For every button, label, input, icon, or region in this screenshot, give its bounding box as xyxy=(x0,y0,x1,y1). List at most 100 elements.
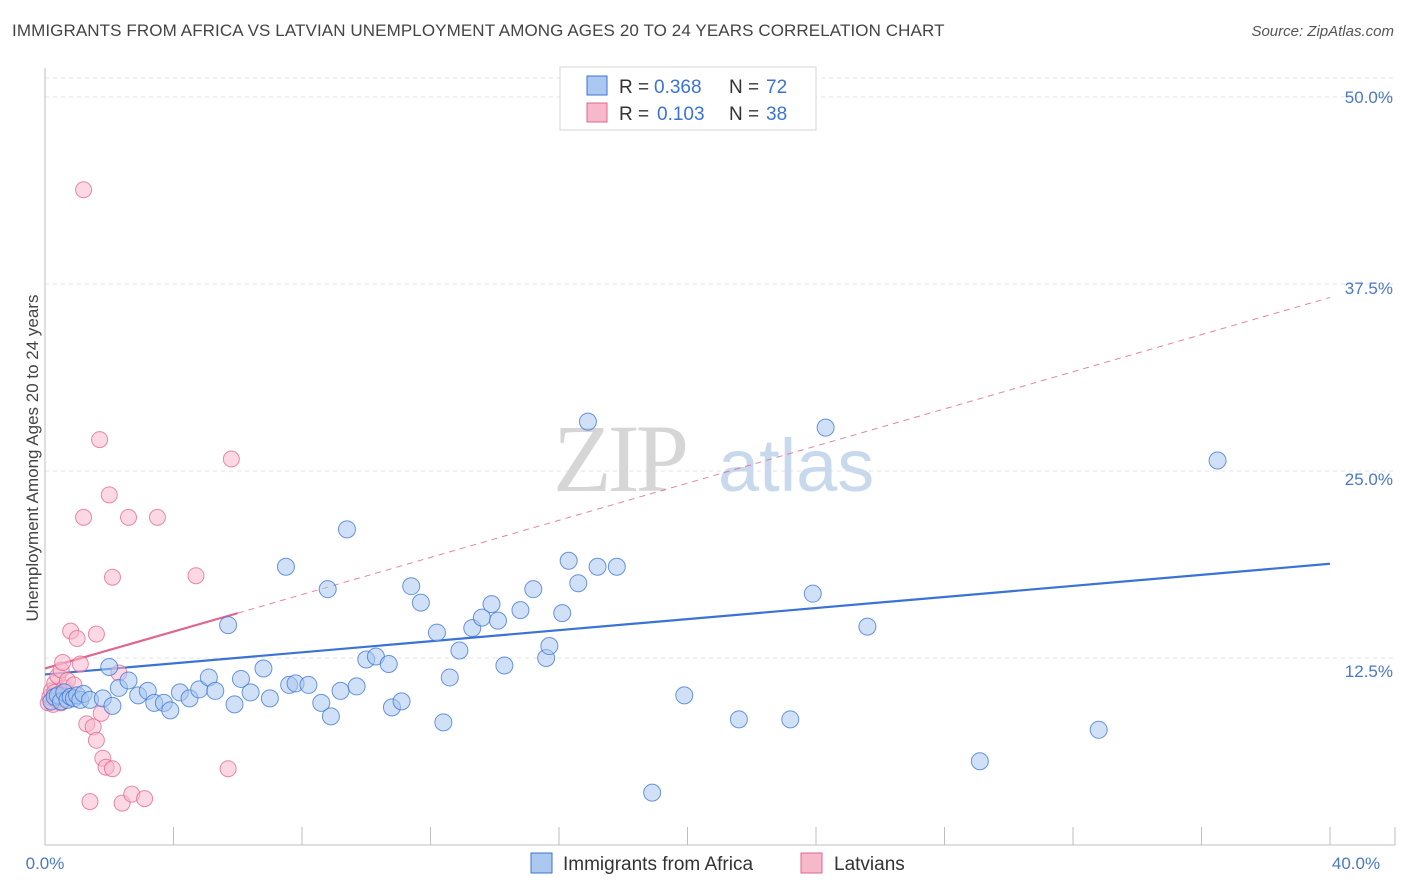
y-tick-label-37-5: 37.5% xyxy=(1345,279,1393,298)
data-point-blue xyxy=(559,551,578,570)
data-point-blue xyxy=(318,580,337,599)
y-tick-label-50: 50.0% xyxy=(1345,88,1393,107)
data-point-blue xyxy=(119,671,138,690)
watermark-atlas: atlas xyxy=(718,424,874,507)
data-point-blue xyxy=(161,701,180,720)
data-point-blue xyxy=(312,693,331,712)
legend-r-value-1: 0.368 xyxy=(654,77,702,98)
data-point-blue xyxy=(260,689,279,708)
data-point-pink xyxy=(187,567,205,585)
data-point-blue xyxy=(970,752,989,771)
data-point-blue xyxy=(495,656,514,675)
data-point-blue xyxy=(675,686,694,705)
data-point-pink xyxy=(75,181,93,199)
data-point-blue xyxy=(337,520,356,539)
data-point-pink xyxy=(87,625,105,643)
data-point-pink xyxy=(91,431,109,449)
legend-swatch-pink xyxy=(586,102,608,123)
y-axis-title: Unemployment Among Ages 20 to 24 years xyxy=(23,295,42,622)
data-point-blue xyxy=(569,574,588,593)
data-point-pink xyxy=(222,450,240,468)
legend-r-label-1: R = xyxy=(619,77,649,98)
data-point-blue xyxy=(206,681,225,700)
data-point-blue xyxy=(816,418,835,437)
data-point-blue xyxy=(803,584,822,603)
legend-r-label-2: R = xyxy=(619,104,649,125)
bottom-legend-swatch-blue xyxy=(530,852,553,874)
data-point-pink xyxy=(68,630,86,648)
series-immigrants-from-africa xyxy=(42,412,1227,802)
x-tick-label-max: 40.0% xyxy=(1332,854,1380,873)
data-point-pink xyxy=(87,731,105,749)
legend-swatch-blue xyxy=(586,75,608,96)
y-tick-label-12-5: 12.5% xyxy=(1345,662,1393,681)
data-point-blue xyxy=(511,601,530,620)
data-point-blue xyxy=(100,657,119,676)
legend-n-label-1: N = xyxy=(729,77,759,98)
data-point-blue xyxy=(379,654,398,673)
data-point-blue xyxy=(231,669,250,688)
legend-n-value-2: 38 xyxy=(766,104,787,125)
data-point-pink xyxy=(136,790,154,808)
data-point-blue xyxy=(781,710,800,729)
data-point-pink xyxy=(81,793,99,811)
axes xyxy=(44,68,1396,846)
grid-lines xyxy=(45,77,1395,659)
data-point-blue xyxy=(427,623,446,642)
data-point-blue xyxy=(488,611,507,630)
data-point-blue xyxy=(347,677,366,696)
y-tick-label-25: 25.0% xyxy=(1345,470,1393,489)
legend-box: R = 0.368 N = 72 R = 0.103 N = 38 xyxy=(559,66,817,131)
data-point-pink xyxy=(148,508,166,526)
trend-line-extended-pink xyxy=(237,296,1331,614)
x-tick-label-min: 0.0% xyxy=(26,854,65,873)
data-point-pink xyxy=(54,653,72,671)
bottom-legend-label-latvians: Latvians xyxy=(834,854,905,875)
data-point-pink xyxy=(75,508,93,526)
data-point-blue xyxy=(729,710,748,729)
bottom-legend: Immigrants from Africa Latvians xyxy=(530,852,905,875)
legend-r-value-2: 0.103 xyxy=(657,104,705,125)
data-point-blue xyxy=(607,557,626,576)
data-point-blue xyxy=(540,637,559,656)
data-point-pink xyxy=(219,760,237,778)
watermark-zip: ZIP xyxy=(553,405,686,512)
data-point-blue xyxy=(321,707,340,726)
trend-lines xyxy=(44,296,1331,676)
data-point-blue xyxy=(858,617,877,636)
data-point-blue xyxy=(299,675,318,694)
legend-n-value-1: 72 xyxy=(766,77,787,98)
data-point-blue xyxy=(276,557,295,576)
data-point-blue xyxy=(440,668,459,687)
data-point-blue xyxy=(553,604,572,623)
data-point-blue xyxy=(392,692,411,711)
data-point-blue xyxy=(331,681,350,700)
data-point-pink xyxy=(103,568,121,586)
legend-n-label-2: N = xyxy=(729,104,759,125)
data-point-blue xyxy=(219,616,238,635)
watermark: ZIP atlas xyxy=(553,405,874,512)
data-point-blue xyxy=(103,696,122,715)
data-point-blue xyxy=(524,580,543,599)
data-point-blue xyxy=(1089,720,1108,739)
source-label: Source: ZipAtlas.com xyxy=(1251,23,1394,40)
chart-title: IMMIGRANTS FROM AFRICA VS LATVIAN UNEMPL… xyxy=(12,21,945,40)
series-latvians xyxy=(39,181,240,812)
data-point-blue xyxy=(254,659,273,678)
data-point-blue xyxy=(1208,451,1227,470)
data-point-pink xyxy=(71,655,89,673)
data-point-blue xyxy=(450,641,469,660)
data-point-blue xyxy=(643,783,662,802)
data-point-blue xyxy=(241,683,260,702)
data-point-blue xyxy=(434,713,453,732)
data-point-pink xyxy=(103,760,121,778)
data-point-blue xyxy=(402,577,421,596)
data-point-blue xyxy=(225,695,244,714)
trend-line-blue xyxy=(44,562,1331,676)
data-point-pink xyxy=(120,508,138,526)
data-point-blue xyxy=(578,412,597,431)
bottom-legend-label-africa: Immigrants from Africa xyxy=(563,854,753,875)
data-point-pink xyxy=(100,486,118,504)
bottom-legend-swatch-pink xyxy=(800,852,823,874)
